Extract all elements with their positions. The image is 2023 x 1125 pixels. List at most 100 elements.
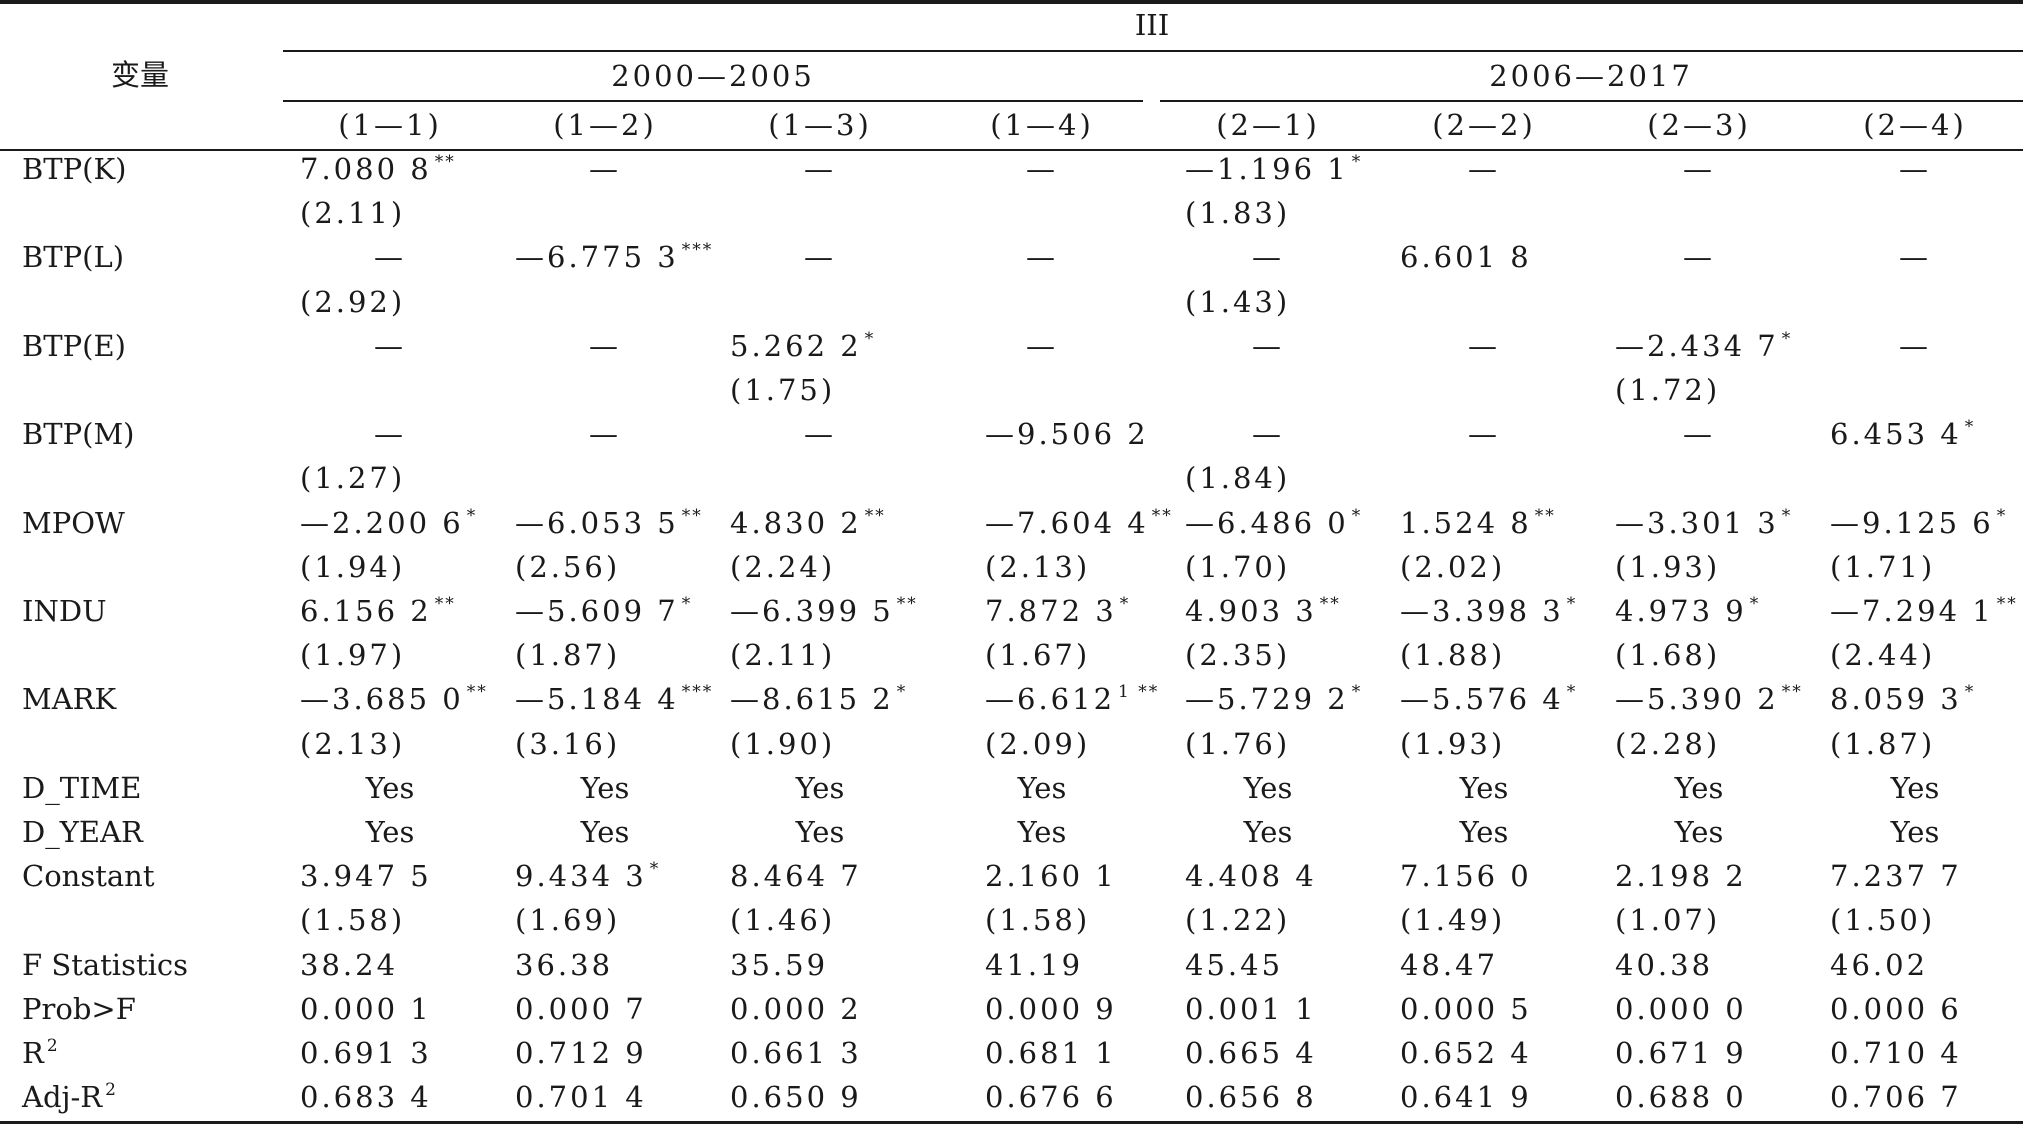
coefficient-value: —5.609 7 [515,594,679,628]
t-statistic: (1.97) [300,638,406,672]
coefficient-value: — [1468,329,1500,363]
t-statistic: (1.88) [1400,638,1506,672]
coefficient-value: — [589,417,621,451]
coefficient-value: 7.237 7 [1830,859,1962,893]
significance-stars: *** [681,240,714,260]
significance-stars: * [864,329,876,349]
coefficient-value: 4.903 3 [1185,594,1317,628]
significance-stars: * [1351,682,1363,702]
row-label: D_TIME [22,771,142,805]
t-statistic: (1.87) [515,638,621,672]
t-statistic: (2.35) [1185,638,1291,672]
t-statistic: (1.93) [1400,727,1506,761]
table-cell: —6.399 5 ** [730,594,918,628]
coefficient-value: — [804,152,836,186]
coefficient-value: 7.872 3 [985,594,1117,628]
table-cell: 0.650 9 [730,1080,862,1114]
table-cell: — [589,329,621,363]
coefficient-value: —9.125 6 [1830,506,1994,540]
table-cell: 0.671 9 [1615,1036,1747,1070]
t-statistic: (3.16) [515,727,621,761]
coefficient-value: 6.453 4 [1830,417,1962,451]
row-label-group: Adj-R 2 [22,1080,118,1114]
table-cell: 0.001 1 [1185,992,1317,1026]
t-statistic: (1.83) [1185,196,1291,230]
column-header: (1—1) [338,108,442,142]
table-cell: —3.301 3 * [1615,506,1792,540]
table-cell: —9.506 2 [985,417,1149,451]
table-cell: — [374,417,406,451]
t-statistic: (1.84) [1185,461,1291,495]
t-statistic: (1.07) [1615,903,1721,937]
coefficient-value: —6.775 3 [515,240,679,274]
period-a-rule [283,100,1143,102]
t-statistic: (1.94) [300,550,406,584]
table-cell: — [1899,152,1931,186]
coefficient-value: — [374,417,406,451]
coefficient-value: 8.464 7 [730,859,862,893]
column-header: (1—2) [553,108,657,142]
table-cell: — [1026,152,1058,186]
table-cell: — [1683,240,1715,274]
t-statistic: (1.69) [515,903,621,937]
coefficient-value: —6.612 [985,682,1116,716]
t-statistic: (2.13) [300,727,406,761]
column-header: (1—3) [768,108,872,142]
coefficient-value: 7.080 8 [300,152,432,186]
table-cell: —2.434 7 * [1615,329,1792,363]
significance-stars: * [1781,329,1793,349]
table-cell: 7.872 3 * [985,594,1130,628]
coefficient-value: 8.059 3 [1830,682,1962,716]
t-statistic: (2.02) [1400,550,1506,584]
t-statistic: (2.92) [300,285,406,319]
coefficient-value: — [589,152,621,186]
table-cell: 46.02 [1830,948,1929,982]
coefficient-value: 2.198 2 [1615,859,1747,893]
table-cell: 4.903 3 ** [1185,594,1341,628]
t-statistic: (1.87) [1830,727,1936,761]
coefficient-value: 2.160 1 [985,859,1117,893]
table-bottom-rule [0,1121,2023,1124]
significance-stars: * [896,682,908,702]
table-cell: Yes [1674,815,1724,849]
coefficient-value: —7.294 1 [1830,594,1994,628]
coefficient-value: 1.524 8 [1400,506,1532,540]
table-cell: — [804,152,836,186]
t-statistic: (2.11) [300,196,406,230]
coefficient-value: 4.973 9 [1615,594,1747,628]
coefficient-value: —3.685 0 [300,682,464,716]
table-cell: 0.688 0 [1615,1080,1747,1114]
coefficient-value: — [1468,152,1500,186]
row-label: MPOW [22,506,125,540]
table-cell: — [1468,329,1500,363]
coefficient-value: — [374,329,406,363]
coefficient-value: — [1899,329,1931,363]
table-cell: —1.196 1 * [1185,152,1362,186]
coefficient-value: — [1026,152,1058,186]
period-a-header: 2000—2005 [611,59,815,93]
coefficient-value: —2.434 7 [1615,329,1779,363]
significance-stars: ** [1319,594,1341,614]
coefficient-value: —6.053 5 [515,506,679,540]
coefficient-value: 7.156 0 [1400,859,1532,893]
t-statistic: (1.58) [300,903,406,937]
column-header: (2—3) [1647,108,1751,142]
table-cell: 0.000 6 [1830,992,1962,1026]
coefficient-value: — [804,240,836,274]
t-statistic: (2.11) [730,638,836,672]
t-statistic: (1.43) [1185,285,1291,319]
table-cell: — [1252,329,1284,363]
table-cell: — [1899,240,1931,274]
table-cell: 45.45 [1185,948,1284,982]
column-header: (2—4) [1863,108,1967,142]
t-statistic: (2.13) [985,550,1091,584]
coefficient-value: —3.301 3 [1615,506,1779,540]
table-cell: — [1468,152,1500,186]
table-cell: 4.973 9 * [1615,594,1760,628]
table-cell: 40.38 [1615,948,1714,982]
t-statistic: (1.49) [1400,903,1506,937]
significance-stars: * [1964,417,1976,437]
table-cell: — [804,240,836,274]
coefficient-value: 5.262 2 [730,329,862,363]
coefficient-value: —5.576 4 [1400,682,1564,716]
